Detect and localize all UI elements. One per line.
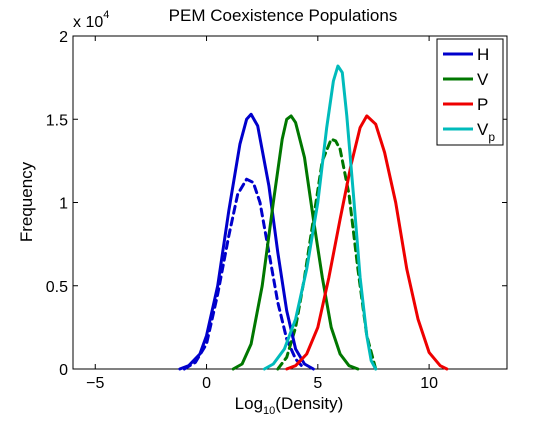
series-line-v_p: [262, 64, 378, 371]
series-line-h-dashed: [182, 177, 306, 371]
x-axis-label-base: Log: [235, 394, 263, 413]
y-tick-label: 2: [59, 29, 68, 46]
legend-label-sub: p: [488, 130, 495, 144]
y-tick-label: 1: [59, 196, 68, 213]
x-tick-label: −5: [86, 375, 104, 392]
series-line-p: [285, 114, 449, 371]
x-tick-label: 10: [420, 375, 438, 392]
legend-label-p: P: [477, 95, 488, 114]
y-tick-label: 0: [59, 362, 68, 379]
x-tick-label: 0: [202, 375, 211, 392]
legend-label-base: V: [477, 120, 489, 139]
x-axis-label-rest: (Density): [275, 394, 343, 413]
legend-label-h: H: [477, 45, 489, 64]
y-exponent-prefix: x 10: [73, 14, 103, 31]
ticks-layer: −5 0 5 10 0 0.5 1 1.5 2: [46, 29, 507, 392]
series-line-v: [231, 114, 360, 371]
x-axis-label-sub: 10: [263, 405, 275, 417]
y-exponent-label: x 104: [73, 9, 109, 31]
x-axis-label: Log10(Density): [235, 394, 344, 417]
y-exponent-power: 4: [103, 9, 109, 21]
legend-label-v_p: Vp: [477, 120, 495, 144]
series-layer: [178, 64, 449, 371]
y-axis-label: Frequency: [17, 161, 36, 242]
y-tick-label: 1.5: [46, 112, 68, 129]
x-tick-label: 5: [313, 375, 322, 392]
legend-label-v: V: [477, 70, 489, 89]
chart-title: PEM Coexistence Populations: [169, 6, 398, 25]
y-tick-label: 0.5: [46, 279, 68, 296]
series-line-v-dashed: [276, 137, 378, 371]
legend-box: [436, 38, 504, 146]
